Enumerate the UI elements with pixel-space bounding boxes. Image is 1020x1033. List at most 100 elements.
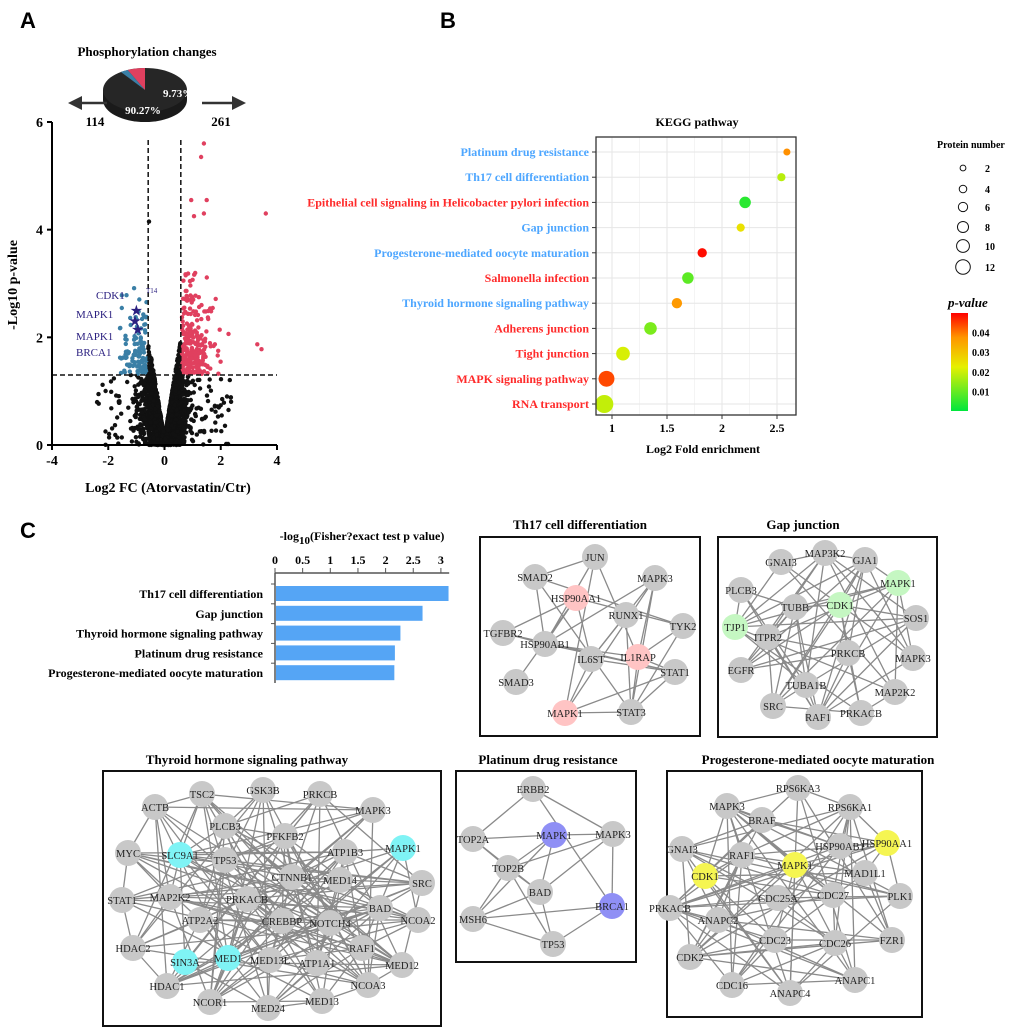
network-node[interactable] xyxy=(255,995,281,1021)
network-node[interactable] xyxy=(234,886,260,912)
network-node[interactable] xyxy=(540,931,566,957)
data-point xyxy=(188,428,193,434)
network-node[interactable] xyxy=(142,794,168,820)
network-node[interactable] xyxy=(835,640,861,666)
network-node[interactable] xyxy=(755,624,781,650)
network-node[interactable] xyxy=(848,700,874,726)
network-node[interactable] xyxy=(409,870,435,896)
network-node[interactable] xyxy=(670,613,696,639)
network-node[interactable] xyxy=(760,693,786,719)
network-node[interactable] xyxy=(327,867,353,893)
network-node[interactable] xyxy=(578,646,604,672)
network-node[interactable] xyxy=(822,930,848,956)
network-node[interactable] xyxy=(728,657,754,683)
network-node[interactable] xyxy=(187,907,213,933)
network-node[interactable] xyxy=(490,620,516,646)
network-node[interactable] xyxy=(349,935,375,961)
network-node[interactable] xyxy=(279,864,305,890)
network-node[interactable] xyxy=(842,967,868,993)
network-node[interactable] xyxy=(618,699,644,725)
network-node[interactable] xyxy=(332,839,358,865)
network-node[interactable] xyxy=(692,863,718,889)
network-node[interactable] xyxy=(613,602,639,628)
network-node[interactable] xyxy=(885,570,911,596)
network-node[interactable] xyxy=(600,821,626,847)
network-node[interactable] xyxy=(714,793,740,819)
network-node[interactable] xyxy=(405,907,431,933)
network-node[interactable] xyxy=(777,980,803,1006)
network-node[interactable] xyxy=(837,794,863,820)
network-node[interactable] xyxy=(900,645,926,671)
network-node[interactable] xyxy=(762,927,788,953)
network-node[interactable] xyxy=(527,879,553,905)
network-node[interactable] xyxy=(272,823,298,849)
network-node[interactable] xyxy=(677,944,703,970)
network-node[interactable] xyxy=(189,781,215,807)
network-node[interactable] xyxy=(109,887,135,913)
network-node[interactable] xyxy=(522,564,548,590)
network-node[interactable] xyxy=(355,972,381,998)
network-node[interactable] xyxy=(722,614,748,640)
network-node[interactable] xyxy=(728,577,754,603)
network-node[interactable] xyxy=(563,585,589,611)
network-node[interactable] xyxy=(642,565,668,591)
network-node[interactable] xyxy=(215,945,241,971)
network-node[interactable] xyxy=(212,847,238,873)
network-node[interactable] xyxy=(827,592,853,618)
network-node[interactable] xyxy=(250,777,276,803)
network-node[interactable] xyxy=(552,700,578,726)
network-node[interactable] xyxy=(768,549,794,575)
network-node[interactable] xyxy=(154,973,180,999)
network-node[interactable] xyxy=(662,659,688,685)
network-node[interactable] xyxy=(172,949,198,975)
network-node[interactable] xyxy=(749,807,775,833)
network-node[interactable] xyxy=(719,972,745,998)
network-node[interactable] xyxy=(812,540,838,566)
network-node[interactable] xyxy=(820,882,846,908)
network-node[interactable] xyxy=(460,826,486,852)
network-node[interactable] xyxy=(309,988,335,1014)
network-node[interactable] xyxy=(541,822,567,848)
network-node[interactable] xyxy=(520,776,546,802)
network-node[interactable] xyxy=(120,935,146,961)
network-node[interactable] xyxy=(729,842,755,868)
network-node[interactable] xyxy=(785,775,811,801)
network-node[interactable] xyxy=(793,672,819,698)
network-node[interactable] xyxy=(782,852,808,878)
network-node[interactable] xyxy=(582,544,608,570)
network-node[interactable] xyxy=(874,830,900,856)
network-node[interactable] xyxy=(879,927,905,953)
network-node[interactable] xyxy=(852,860,878,886)
network-node[interactable] xyxy=(197,989,223,1015)
network-node[interactable] xyxy=(304,950,330,976)
network-node[interactable] xyxy=(887,883,913,909)
network-node[interactable] xyxy=(903,605,929,631)
network-node[interactable] xyxy=(705,907,731,933)
network-node[interactable] xyxy=(765,885,791,911)
network-node[interactable] xyxy=(269,908,295,934)
network-node[interactable] xyxy=(307,781,333,807)
network-node[interactable] xyxy=(532,631,558,657)
network-node[interactable] xyxy=(625,644,651,670)
network-node[interactable] xyxy=(782,594,808,620)
network-node[interactable] xyxy=(805,704,831,730)
network-node[interactable] xyxy=(657,895,683,921)
network-node[interactable] xyxy=(495,855,521,881)
network-node[interactable] xyxy=(669,836,695,862)
network-node[interactable] xyxy=(360,797,386,823)
network-node[interactable] xyxy=(167,842,193,868)
network-node[interactable] xyxy=(317,910,343,936)
network-node[interactable] xyxy=(390,835,416,861)
network-node[interactable] xyxy=(599,893,625,919)
network-node[interactable] xyxy=(827,833,853,859)
network-node[interactable] xyxy=(389,952,415,978)
network-node[interactable] xyxy=(115,840,141,866)
network-node[interactable] xyxy=(367,895,393,921)
network-node[interactable] xyxy=(157,884,183,910)
network-node[interactable] xyxy=(503,669,529,695)
network-node[interactable] xyxy=(212,813,238,839)
network-node[interactable] xyxy=(460,906,486,932)
network-node[interactable] xyxy=(257,947,283,973)
network-node[interactable] xyxy=(852,547,878,573)
network-node[interactable] xyxy=(882,679,908,705)
